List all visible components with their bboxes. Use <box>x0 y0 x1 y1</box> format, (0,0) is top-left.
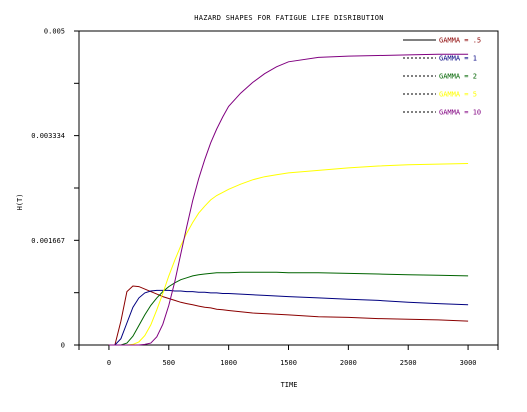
y-tick-label: 0.003334 <box>31 132 65 140</box>
x-tick-label: 2500 <box>400 359 417 367</box>
x-tick-label: 1000 <box>220 359 237 367</box>
axis-ticks: 0 500 1000 1500 2000 2500 3000 0 0.001667 0.00333… <box>31 28 499 367</box>
y-tick-label: 0.001667 <box>31 237 65 245</box>
series-line-1 <box>108 285 469 346</box>
series-group <box>108 53 469 346</box>
series-line-3 <box>108 271 469 346</box>
x-tick-label: 2000 <box>340 359 357 367</box>
series-line-5 <box>108 53 469 346</box>
x-tick-label: 500 <box>162 359 175 367</box>
legend-label: GAMMA = 2 <box>439 73 477 81</box>
series-line-2 <box>108 289 469 346</box>
x-tick-label: 1500 <box>280 359 297 367</box>
legend-label: GAMMA = 1 <box>439 55 477 63</box>
legend: GAMMA = .5 GAMMA = 1 GAMMA = 2 GAMMA = 5 GAM… <box>403 37 481 117</box>
x-tick-label: 0 <box>107 359 111 367</box>
x-axis-title: TIME <box>281 381 298 389</box>
legend-label: GAMMA = 10 <box>439 109 481 117</box>
x-tick-label: 3000 <box>460 359 477 367</box>
y-axis-title: H(T) <box>16 194 24 211</box>
y-tick-label: 0 <box>61 342 65 350</box>
legend-label: GAMMA = 5 <box>439 91 477 99</box>
legend-label: GAMMA = .5 <box>439 37 481 45</box>
chart-title: HAZARD SHAPES FOR FATIGUE LIFE DISRIBUTI… <box>194 14 384 22</box>
series-line-4 <box>108 163 469 346</box>
y-tick-label: 0.005 <box>44 28 65 36</box>
